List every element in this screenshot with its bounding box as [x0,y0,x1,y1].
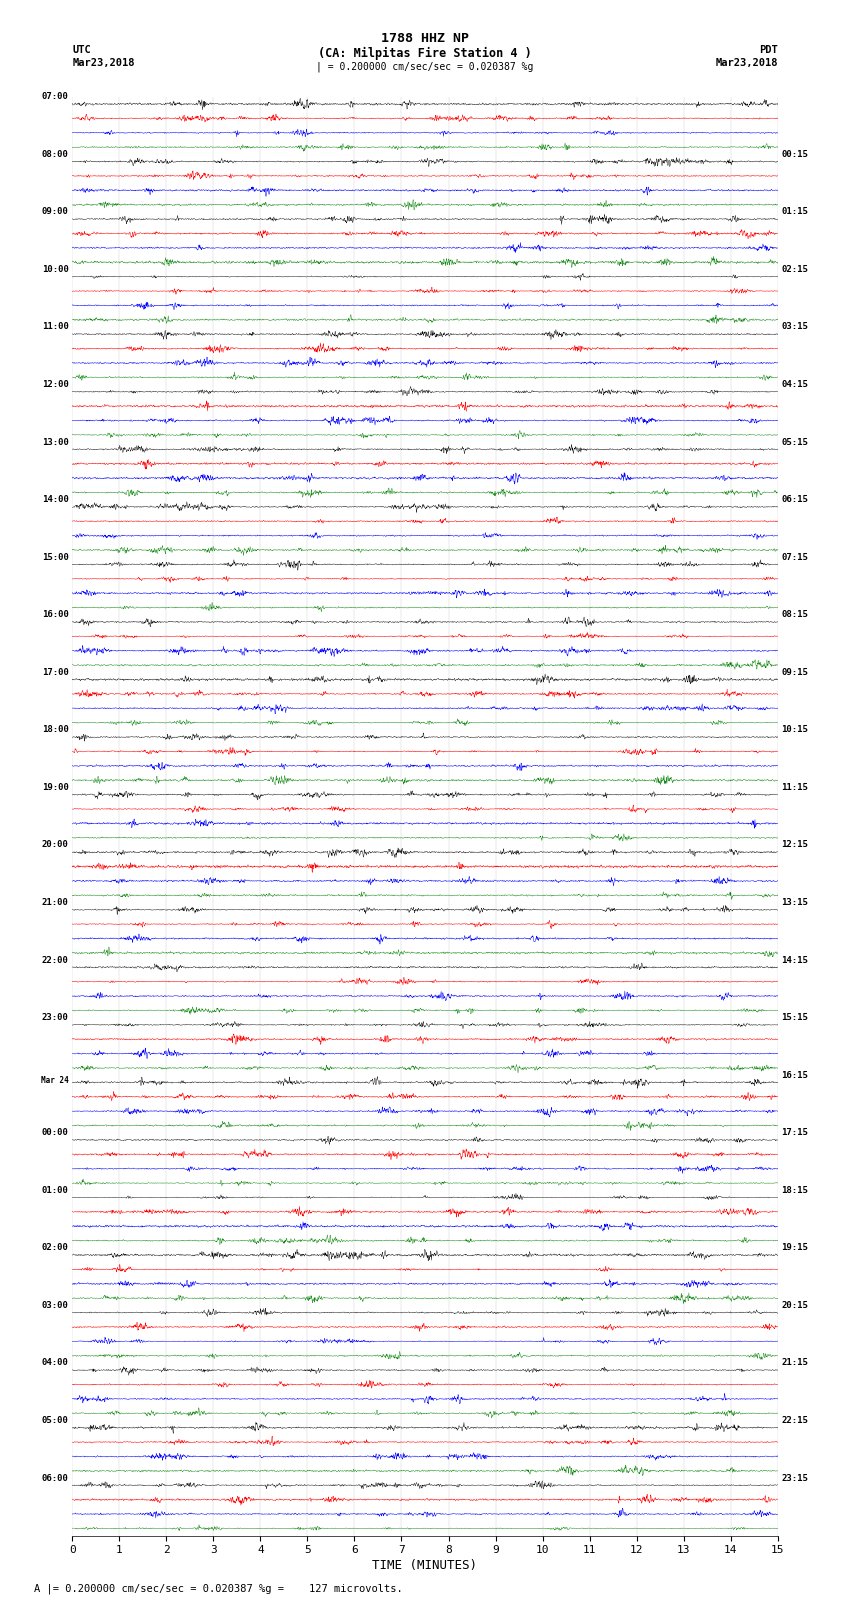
Text: 00:15: 00:15 [781,150,808,158]
Text: 15:15: 15:15 [781,1013,808,1023]
Text: 23:00: 23:00 [42,1013,69,1023]
Text: 12:00: 12:00 [42,381,69,389]
Text: 16:00: 16:00 [42,610,69,619]
Text: 14:00: 14:00 [42,495,69,505]
Text: Mar23,2018: Mar23,2018 [715,58,778,68]
Text: 14:15: 14:15 [781,955,808,965]
Text: 05:15: 05:15 [781,437,808,447]
Text: 21:15: 21:15 [781,1358,808,1368]
Text: 18:15: 18:15 [781,1186,808,1195]
Text: Mar 24: Mar 24 [41,1076,69,1084]
Text: 06:15: 06:15 [781,495,808,505]
Text: 04:15: 04:15 [781,381,808,389]
Text: Mar23,2018: Mar23,2018 [72,58,135,68]
Text: 06:00: 06:00 [42,1474,69,1482]
Text: 18:00: 18:00 [42,726,69,734]
X-axis label: TIME (MINUTES): TIME (MINUTES) [372,1560,478,1573]
Text: 03:00: 03:00 [42,1300,69,1310]
Text: 09:15: 09:15 [781,668,808,677]
Text: 02:15: 02:15 [781,265,808,274]
Text: 04:00: 04:00 [42,1358,69,1368]
Text: 17:00: 17:00 [42,668,69,677]
Text: 00:00: 00:00 [42,1127,69,1137]
Text: 20:00: 20:00 [42,840,69,850]
Text: 13:00: 13:00 [42,437,69,447]
Text: 20:15: 20:15 [781,1300,808,1310]
Text: | = 0.200000 cm/sec/sec = 0.020387 %g: | = 0.200000 cm/sec/sec = 0.020387 %g [316,61,534,73]
Text: PDT: PDT [759,45,778,55]
Text: 11:15: 11:15 [781,782,808,792]
Text: 09:00: 09:00 [42,208,69,216]
Text: 19:00: 19:00 [42,782,69,792]
Text: 21:00: 21:00 [42,898,69,907]
Text: 03:15: 03:15 [781,323,808,332]
Text: A |= 0.200000 cm/sec/sec = 0.020387 %g =    127 microvolts.: A |= 0.200000 cm/sec/sec = 0.020387 %g =… [34,1582,403,1594]
Text: 19:15: 19:15 [781,1244,808,1252]
Text: 10:15: 10:15 [781,726,808,734]
Text: 17:15: 17:15 [781,1127,808,1137]
Text: 07:00: 07:00 [42,92,69,102]
Text: 02:00: 02:00 [42,1244,69,1252]
Text: 16:15: 16:15 [781,1071,808,1079]
Text: 12:15: 12:15 [781,840,808,850]
Text: 01:15: 01:15 [781,208,808,216]
Text: 1788 HHZ NP: 1788 HHZ NP [381,32,469,45]
Text: 11:00: 11:00 [42,323,69,332]
Text: 13:15: 13:15 [781,898,808,907]
Text: 08:00: 08:00 [42,150,69,158]
Text: 22:00: 22:00 [42,955,69,965]
Text: 22:15: 22:15 [781,1416,808,1424]
Text: 08:15: 08:15 [781,610,808,619]
Text: UTC: UTC [72,45,91,55]
Text: 10:00: 10:00 [42,265,69,274]
Text: 15:00: 15:00 [42,553,69,561]
Text: (CA: Milpitas Fire Station 4 ): (CA: Milpitas Fire Station 4 ) [318,47,532,60]
Text: 01:00: 01:00 [42,1186,69,1195]
Text: 05:00: 05:00 [42,1416,69,1424]
Text: 07:15: 07:15 [781,553,808,561]
Text: 23:15: 23:15 [781,1474,808,1482]
